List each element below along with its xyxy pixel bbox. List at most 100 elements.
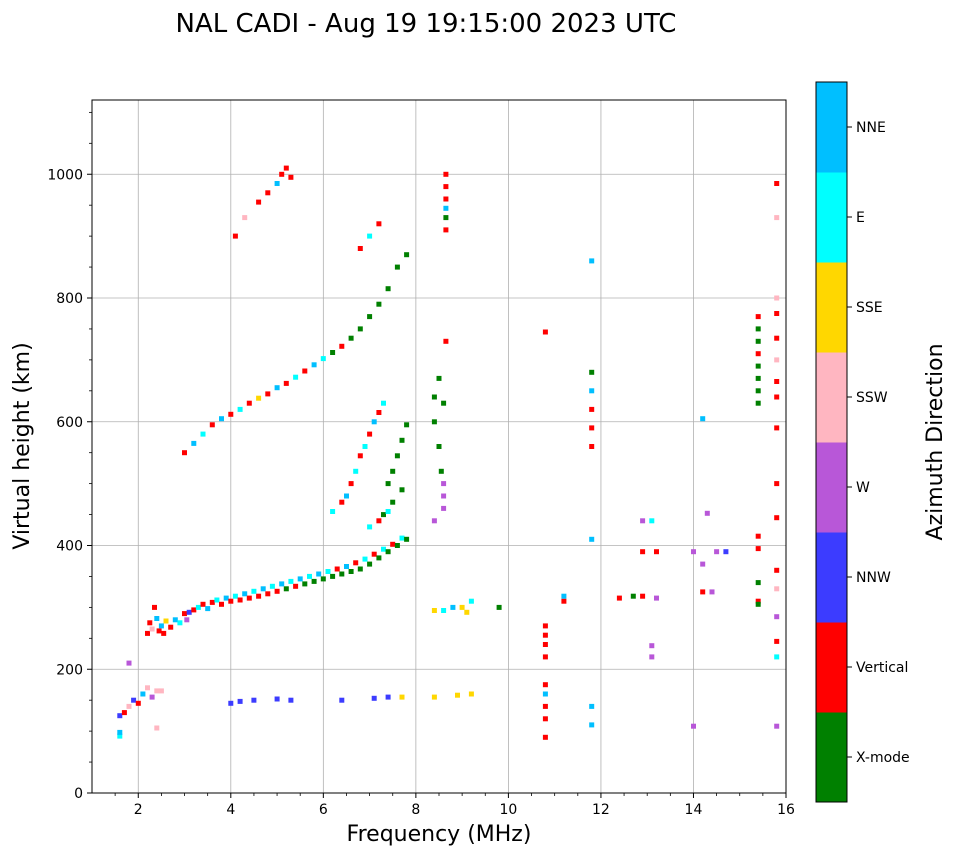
echo-point — [283, 165, 289, 171]
echo-point — [269, 583, 275, 589]
echo-point — [704, 510, 710, 516]
echo-point — [191, 440, 197, 446]
colorbar-label: X-mode — [856, 750, 910, 766]
echo-point — [209, 599, 215, 605]
echo-point — [161, 630, 167, 636]
echo-point — [640, 518, 646, 524]
x-tick-label: 16 — [777, 802, 795, 818]
echo-point — [436, 444, 442, 449]
echo-point — [126, 660, 132, 666]
echo-point — [381, 400, 386, 406]
echo-point — [542, 682, 548, 688]
echo-point — [158, 688, 164, 694]
echo-point — [755, 400, 761, 406]
echo-point — [334, 566, 340, 572]
echo-point — [443, 338, 449, 344]
echo-point — [283, 586, 289, 592]
echo-point — [774, 614, 780, 620]
echo-point — [172, 617, 178, 623]
x-tick-label: 6 — [319, 802, 328, 818]
x-tick-label: 10 — [499, 802, 517, 818]
echo-point — [774, 567, 780, 573]
echo-point — [168, 624, 174, 630]
echo-point — [357, 453, 363, 459]
echo-point — [589, 406, 595, 412]
echo-point — [154, 616, 160, 621]
echo-point — [542, 691, 548, 697]
colorbar-label: SSW — [856, 390, 888, 406]
echo-point — [450, 604, 456, 610]
echo-point — [131, 697, 137, 703]
echo-point — [589, 425, 595, 431]
echo-point — [145, 630, 150, 636]
echo-point — [700, 561, 706, 567]
echo-point — [542, 716, 548, 722]
echo-point — [242, 591, 248, 597]
echo-point — [242, 215, 248, 221]
echo-point — [774, 215, 780, 221]
echo-point — [755, 598, 761, 604]
echo-point — [755, 580, 761, 586]
echo-point — [339, 499, 345, 505]
echo-point — [640, 549, 646, 555]
echo-point — [348, 335, 354, 341]
echo-point — [279, 581, 285, 587]
echo-point — [228, 411, 234, 417]
echo-point — [149, 626, 155, 632]
echo-point — [390, 499, 396, 505]
echo-point — [700, 589, 706, 595]
colorbar-label: NNW — [856, 570, 891, 586]
echo-point — [182, 450, 187, 456]
echo-point — [126, 703, 132, 709]
echo-point — [468, 598, 474, 604]
echo-point — [200, 431, 206, 437]
echo-point — [654, 595, 659, 601]
y-tick-label: 400 — [56, 539, 83, 555]
echo-point — [443, 215, 449, 221]
echo-point — [774, 723, 780, 729]
echo-point — [441, 608, 447, 613]
echo-point — [362, 556, 368, 562]
echo-point — [654, 549, 659, 555]
echo-point — [381, 512, 386, 518]
echo-point — [371, 419, 377, 425]
echo-point — [774, 654, 780, 660]
echo-point — [774, 638, 780, 644]
echo-point — [156, 628, 162, 634]
echo-point — [459, 604, 465, 610]
echo-point — [441, 400, 447, 406]
echo-point — [496, 604, 502, 610]
echo-point — [182, 611, 187, 617]
echo-point — [320, 576, 326, 582]
echo-point — [774, 181, 780, 186]
colorbar-label: E — [856, 210, 865, 226]
echo-point — [228, 598, 234, 604]
echo-point — [339, 697, 345, 703]
echo-point — [191, 607, 197, 613]
echo-point — [163, 618, 169, 624]
echo-point — [443, 171, 449, 177]
echo-point — [311, 578, 317, 584]
echo-point — [184, 617, 190, 623]
echo-point — [385, 509, 391, 514]
chart-title: NAL CADI - Aug 19 19:15:00 2023 UTC — [176, 9, 677, 39]
echo-point — [589, 258, 595, 264]
echo-point — [376, 518, 382, 524]
colorbar-segment — [816, 532, 847, 623]
echo-point — [399, 535, 405, 541]
echo-point — [399, 487, 405, 493]
echo-point — [265, 190, 271, 196]
x-tick-label: 8 — [411, 802, 420, 818]
echo-point — [320, 356, 326, 362]
data-points — [117, 165, 780, 740]
colorbar-label: NNE — [856, 120, 886, 136]
x-tick-label: 14 — [685, 802, 703, 818]
y-tick-label: 0 — [74, 786, 83, 802]
echo-point — [376, 301, 382, 307]
echo-point — [755, 533, 761, 539]
colorbar-segment — [816, 82, 847, 173]
echo-point — [630, 593, 636, 599]
echo-point — [200, 601, 206, 607]
echo-point — [431, 518, 437, 524]
echo-point — [288, 174, 294, 180]
